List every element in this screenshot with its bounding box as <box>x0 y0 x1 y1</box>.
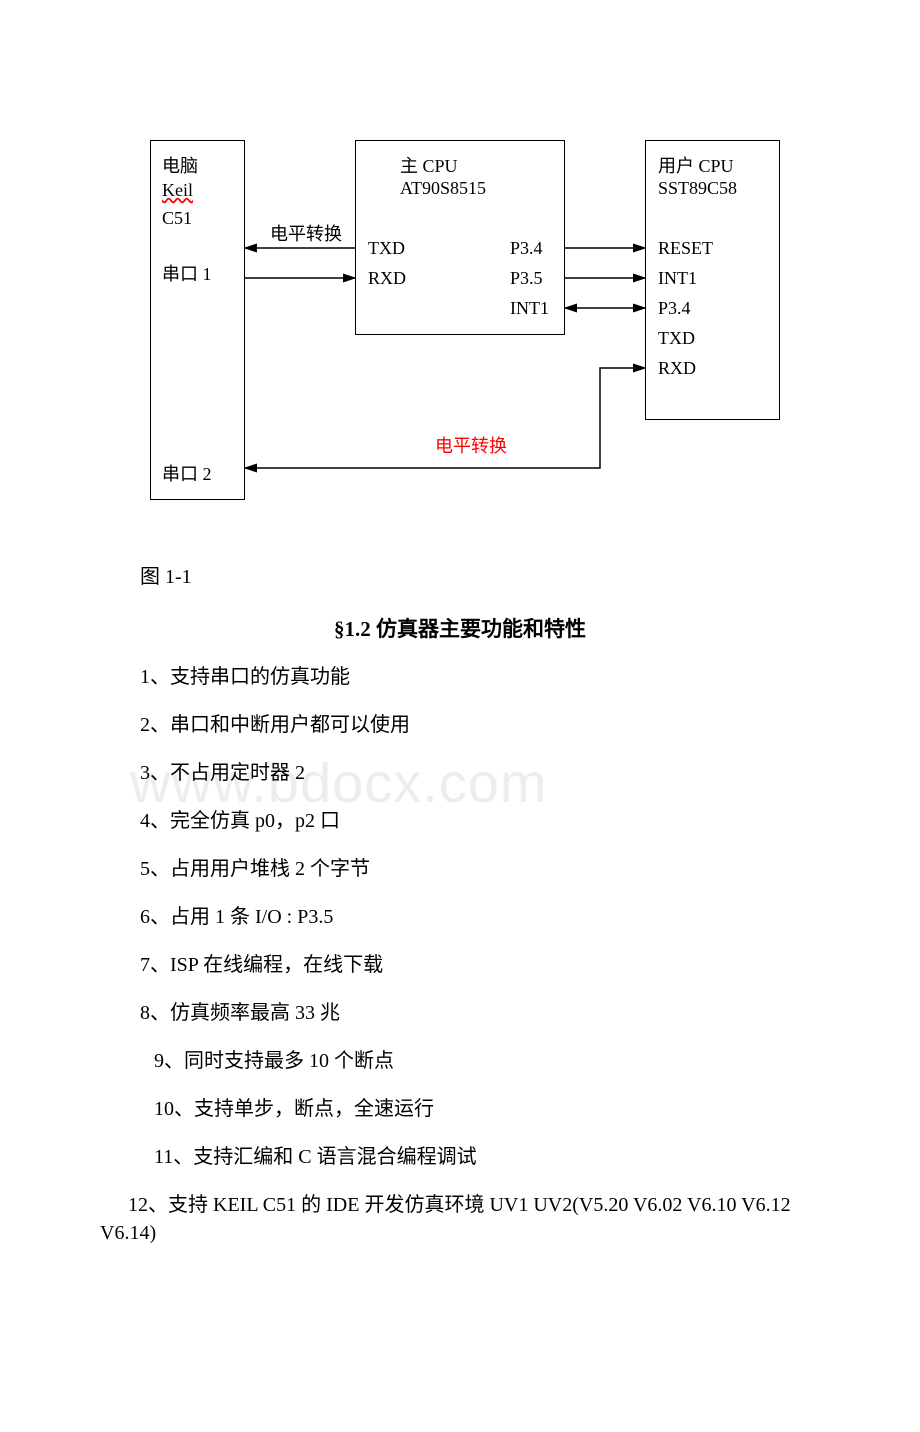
keil-label: Keil <box>162 180 193 201</box>
list-item: 8、仿真频率最高 33 兆 <box>140 999 820 1027</box>
reset-label: RESET <box>658 238 713 259</box>
port1-label: 串口 1 <box>162 260 212 286</box>
user-cpu-subtitle: SST89C58 <box>658 178 737 199</box>
list-item: 4、完全仿真 p0，p2 口 <box>140 807 820 835</box>
section-title: §1.2 仿真器主要功能和特性 <box>0 613 920 643</box>
port2-label: 串口 2 <box>162 460 212 486</box>
list-item: 7、ISP 在线编程，在线下载 <box>140 951 820 979</box>
list-item: 2、串口和中断用户都可以使用 <box>140 711 820 739</box>
p35-label: P3.5 <box>510 268 543 289</box>
r-p34-label: P3.4 <box>658 298 691 319</box>
r-int1-label: INT1 <box>658 268 697 289</box>
level-convert-top: 电平转换 <box>270 220 342 246</box>
list-item: 12、支持 KEIL C51 的 IDE 开发仿真环境 UV1 UV2(V5.2… <box>100 1191 820 1247</box>
user-cpu-title: 用户 CPU <box>658 152 734 178</box>
feature-list: 1、支持串口的仿真功能 2、串口和中断用户都可以使用 3、不占用定时器 2 4、… <box>140 663 820 1247</box>
list-item: 5、占用用户堆栈 2 个字节 <box>140 855 820 883</box>
rxd-label: RXD <box>368 268 406 289</box>
list-item: 1、支持串口的仿真功能 <box>140 663 820 691</box>
block-diagram: 电脑 Keil C51 串口 1 串口 2 主 CPU AT90S8515 TX… <box>150 130 830 530</box>
c51-label: C51 <box>162 208 192 229</box>
level-convert-bottom: 电平转换 <box>435 432 507 458</box>
computer-title: 电脑 <box>162 152 198 178</box>
list-item: 11、支持汇编和 C 语言混合编程调试 <box>154 1143 820 1171</box>
list-item: 10、支持单步，断点，全速运行 <box>154 1095 820 1123</box>
r-rxd-label: RXD <box>658 358 696 379</box>
int1-label: INT1 <box>510 298 549 319</box>
list-item: 3、不占用定时器 2 <box>140 759 820 787</box>
p34-label: P3.4 <box>510 238 543 259</box>
figure-caption: 图 1-1 <box>140 560 920 589</box>
list-item: 6、占用 1 条 I/O : P3.5 <box>140 903 820 931</box>
main-cpu-subtitle: AT90S8515 <box>400 178 486 199</box>
txd-label: TXD <box>368 238 405 259</box>
r-txd-label: TXD <box>658 328 695 349</box>
main-cpu-title: 主 CPU <box>400 152 458 178</box>
list-item: 9、同时支持最多 10 个断点 <box>154 1047 820 1075</box>
